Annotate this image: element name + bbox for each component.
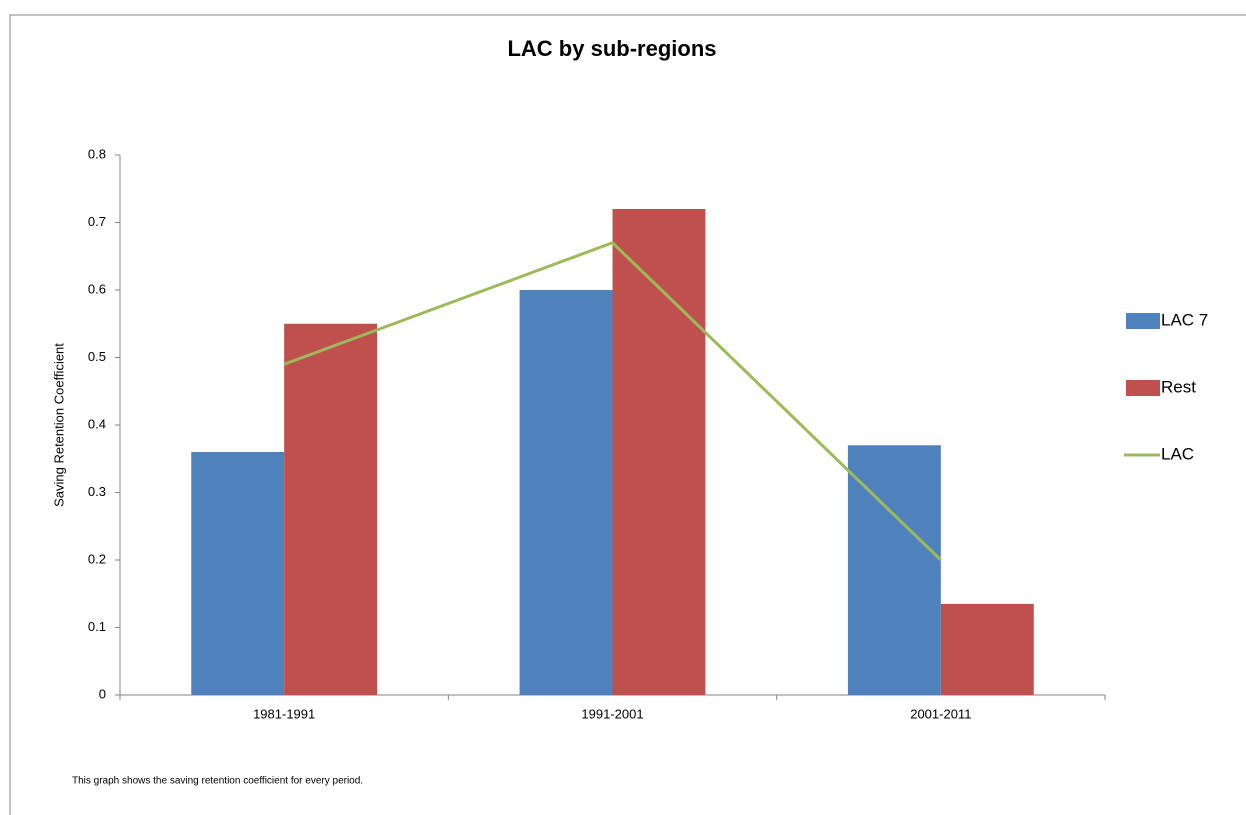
y-tick-label: 0.1 <box>88 619 106 634</box>
y-tick-label: 0.5 <box>88 349 106 364</box>
x-tick-label: 2001-2011 <box>910 706 971 721</box>
x-tick-label: 1991-2001 <box>581 706 643 721</box>
y-tick-label: 0.3 <box>88 484 106 499</box>
legend-label: LAC <box>1161 444 1194 463</box>
y-tick-label: 0.7 <box>88 214 106 229</box>
y-axis-label: Saving Retention Coefficient <box>51 343 66 507</box>
line <box>283 241 942 562</box>
legend-label: LAC 7 <box>1161 310 1208 329</box>
footnote: This graph shows the saving retention co… <box>72 776 363 787</box>
bar <box>519 290 613 695</box>
frame <box>9 14 1246 815</box>
bar <box>940 603 1034 695</box>
legend-swatch <box>1126 313 1160 329</box>
bar <box>191 452 285 695</box>
y-tick-label: 0.8 <box>88 146 106 161</box>
bar <box>284 323 378 695</box>
bar <box>612 209 706 695</box>
y-tick-label: 0 <box>99 686 106 701</box>
y-tick-label: 0.2 <box>88 551 106 566</box>
legend-label: Rest <box>1161 377 1196 396</box>
y-tick-label: 0.4 <box>88 416 106 431</box>
x-tick-label: 1981-1991 <box>253 706 315 721</box>
chart-title: LAC by sub-regions <box>507 36 716 61</box>
y-tick-label: 0.6 <box>88 281 106 296</box>
legend-swatch <box>1126 380 1160 396</box>
